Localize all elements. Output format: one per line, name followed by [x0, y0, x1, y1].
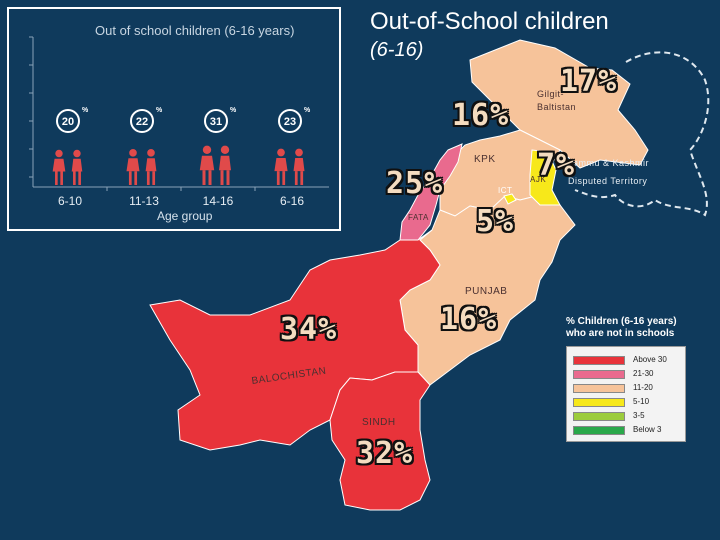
inset-group: 31% 14-16 — [199, 107, 237, 208]
label-ict: ICT — [498, 186, 512, 195]
legend-swatch — [573, 384, 625, 393]
legend-label: 3-5 — [633, 411, 645, 420]
unit-label: % — [230, 107, 237, 114]
label-disputed-line1: Jammu & Kashmir — [568, 158, 649, 168]
value-circle — [56, 109, 80, 133]
inset-chart-xlabel: Age group — [157, 209, 213, 223]
slide-title: Out-of-School children (6-16) — [370, 8, 609, 64]
value-circle — [204, 109, 228, 133]
pct-punjab: 16% — [440, 302, 498, 337]
pct-fata: 25% — [386, 166, 444, 201]
boy-figure-icon — [293, 148, 305, 185]
girl-figure-icon — [52, 149, 66, 185]
region-balochistan — [149, 229, 441, 451]
region-ajk — [529, 149, 561, 206]
value-label: 31 — [210, 116, 222, 128]
inset-chart: 20% 6-10 22% 11-13 31% 14-16 23% 6-16 Out of sc… — [7, 7, 341, 231]
pct-sindh: 32% — [356, 436, 414, 471]
legend-swatch — [573, 398, 625, 407]
value-label: 23 — [284, 116, 296, 128]
label-sindh: SINDH — [362, 417, 396, 428]
label-gb-line1: Gilgit- — [537, 89, 564, 99]
boy-figure-icon — [71, 149, 83, 185]
pct-balochistan: 34% — [280, 312, 338, 347]
legend-label: Above 30 — [633, 355, 667, 364]
unit-label: % — [82, 107, 89, 114]
legend-swatch — [573, 356, 625, 365]
label-kpk: KPK — [474, 154, 496, 165]
legend-swatch — [573, 412, 625, 421]
label-punjab: PUNJAB — [465, 286, 507, 297]
inset-group: 22% 11-13 — [126, 107, 163, 208]
region-ict — [503, 193, 517, 205]
group-label: 14-16 — [203, 194, 234, 208]
legend-label: 21-30 — [633, 369, 654, 378]
label-disputed-line2: Disputed Territory — [568, 176, 647, 186]
value-label: 22 — [136, 116, 148, 128]
region-gilgit-baltistan — [469, 39, 649, 169]
pct-ict: 5% — [476, 204, 515, 239]
girl-figure-icon — [126, 149, 140, 185]
group-label: 6-16 — [280, 194, 304, 208]
legend-label: Below 3 — [633, 425, 662, 434]
slide-title-line1: Out-of-School children — [370, 8, 609, 35]
unit-label: % — [304, 107, 311, 114]
inset-group: 23% 6-16 — [274, 107, 311, 208]
unit-label: % — [156, 107, 163, 114]
legend-swatch — [573, 370, 625, 379]
legend-title: % Children (6-16 years) who are not in s… — [566, 316, 677, 339]
disputed-territory-outline — [574, 51, 710, 217]
slide-title-line2: (6-16) — [370, 39, 424, 61]
legend-label: 11-20 — [633, 383, 653, 392]
girl-figure-icon — [274, 148, 288, 185]
value-circle — [130, 109, 154, 133]
boy-figure-icon — [145, 149, 157, 185]
legend-label: 5-10 — [633, 397, 650, 406]
region-sindh — [329, 371, 431, 511]
girl-figure-icon — [199, 145, 215, 185]
group-label: 11-13 — [129, 194, 159, 208]
value-label: 20 — [62, 116, 74, 128]
group-label: 6-10 — [58, 194, 82, 208]
legend: Above 30 21-30 11-20 5-10 3-5 Below 3 — [566, 346, 686, 442]
pct-gilgit-baltistan: 17% — [560, 64, 618, 99]
pct-kpk: 16% — [452, 98, 510, 133]
value-circle — [278, 109, 302, 133]
label-gb-line2: Baltistan — [537, 102, 576, 112]
inset-group: 20% 6-10 — [52, 107, 89, 208]
legend-swatch — [573, 426, 625, 435]
pct-ajk: 7% — [537, 148, 576, 183]
inset-chart-title: Out of school children (6-16 years) — [95, 23, 295, 38]
label-ajk: AJK — [530, 175, 546, 184]
inset-chart-svg: 20% 6-10 22% 11-13 31% 14-16 23% 6-16 — [29, 36, 329, 208]
label-fata: FATA — [408, 213, 429, 222]
boy-figure-icon — [219, 145, 231, 185]
